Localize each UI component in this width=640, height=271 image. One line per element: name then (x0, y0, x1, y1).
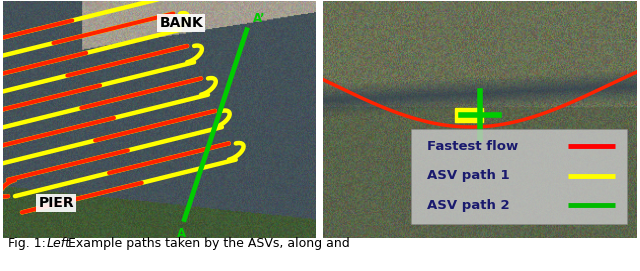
Text: ASV path 2: ASV path 2 (427, 199, 509, 212)
Text: Fig. 1:: Fig. 1: (8, 237, 49, 250)
Text: PIER: PIER (38, 196, 74, 210)
Text: Fastest flow: Fastest flow (427, 140, 518, 153)
Text: Example paths taken by the ASVs, along and: Example paths taken by the ASVs, along a… (68, 237, 350, 250)
FancyBboxPatch shape (411, 130, 627, 224)
Bar (455, 108, 483, 122)
Text: BANK: BANK (159, 16, 203, 30)
Text: A: A (177, 227, 186, 240)
Text: A’: A’ (253, 12, 266, 25)
Text: Left: Left (47, 237, 70, 250)
Text: ASV path 1: ASV path 1 (427, 169, 509, 182)
